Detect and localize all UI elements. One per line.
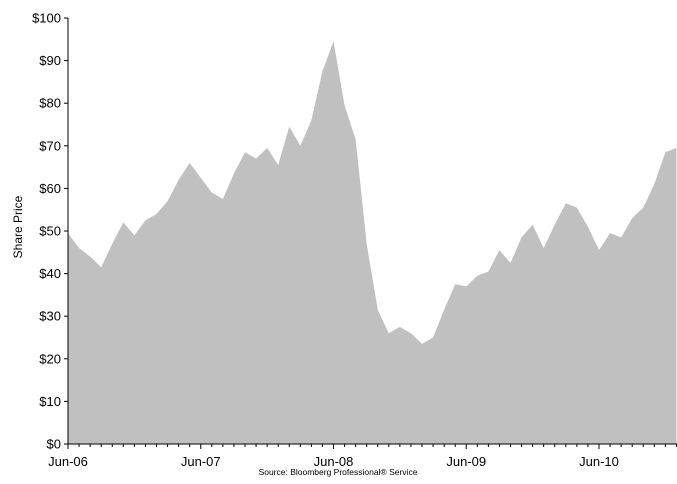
- y-tick-label: $70: [39, 138, 61, 153]
- y-tick-label: $20: [39, 351, 61, 366]
- y-axis-title: Share Price: [11, 195, 25, 259]
- x-tick-label: Jun-09: [446, 454, 486, 469]
- y-tick-label: $60: [39, 181, 61, 196]
- axis-layer: $0 $10 $20 $30 $40 $50 $60 $70 $80 $90 $100 Jun-06 J…: [32, 11, 677, 469]
- x-tick-label: Jun-07: [181, 454, 221, 469]
- y-tick-label: $40: [39, 266, 61, 281]
- y-tick-label: $50: [39, 224, 61, 239]
- y-tick-label: $80: [39, 96, 61, 111]
- y-tick-label: $30: [39, 309, 61, 324]
- area-layer: [68, 41, 677, 445]
- y-tick-label: $10: [39, 394, 61, 409]
- x-tick-label: Jun-06: [48, 454, 88, 469]
- y-tick-label: $0: [47, 437, 61, 452]
- source-note: Source: Bloomberg Professional® Service: [258, 467, 418, 477]
- x-tick-label: Jun-10: [579, 454, 619, 469]
- y-tick-label: $100: [32, 11, 61, 26]
- price-area-series: [68, 41, 677, 445]
- x-tick-label: Jun-08: [314, 454, 354, 469]
- y-tick-label: $90: [39, 53, 61, 68]
